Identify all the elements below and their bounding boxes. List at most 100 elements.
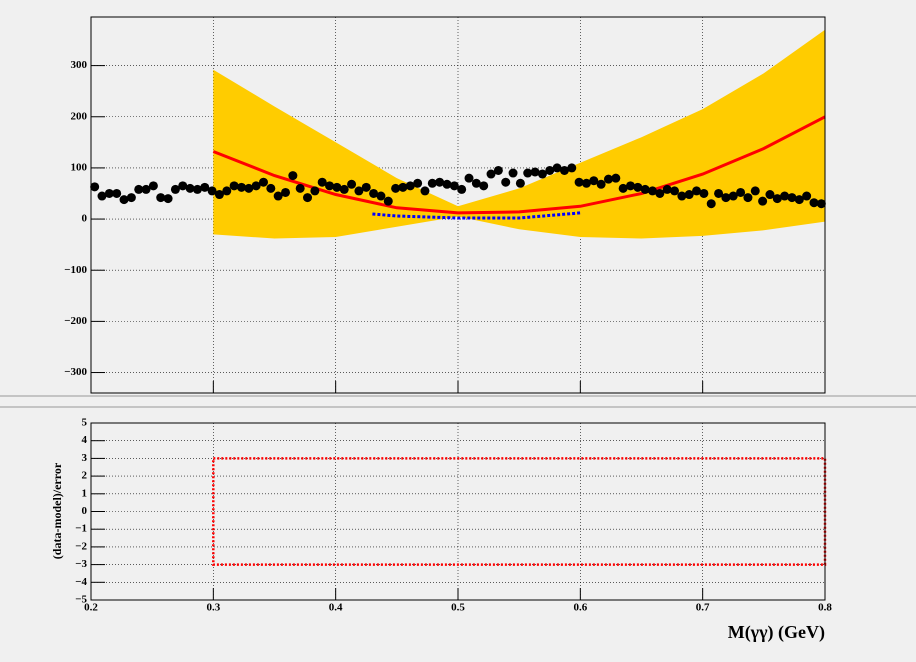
data-point (780, 191, 790, 201)
data-point (119, 195, 129, 205)
x-tick-label: 0.3 (206, 602, 220, 614)
data-point (530, 167, 540, 177)
data-point (163, 194, 173, 204)
data-point (398, 182, 408, 192)
data-point (648, 186, 658, 196)
y-tick-label: −4 (75, 576, 87, 588)
data-point (501, 177, 511, 187)
data-point (442, 179, 452, 189)
data-point (156, 193, 166, 203)
data-point (229, 181, 239, 191)
data-point (545, 165, 555, 175)
y-tick-label: 200 (71, 110, 88, 122)
x-tick-label: 0.6 (573, 602, 587, 614)
data-point (148, 181, 158, 191)
data-point (684, 190, 694, 200)
data-point (244, 183, 254, 193)
data-point (471, 178, 481, 188)
y-tick-label: 5 (82, 417, 88, 429)
data-point (728, 191, 738, 201)
data-point (266, 183, 276, 193)
data-point (427, 178, 437, 188)
data-point (295, 183, 305, 193)
data-point (772, 194, 782, 204)
data-point (347, 179, 357, 189)
data-point (479, 181, 489, 191)
data-point (655, 188, 665, 198)
data-point (376, 191, 386, 201)
x-tick-label: 0.7 (696, 602, 710, 614)
y-axis-label: (data-model)/error (50, 462, 64, 559)
data-point (413, 178, 423, 188)
x-tick-label: 0.2 (84, 602, 98, 614)
data-point (303, 193, 313, 203)
data-point (794, 195, 804, 205)
data-point (288, 171, 298, 181)
x-tick-label: 0.4 (329, 602, 343, 614)
data-point (508, 168, 518, 178)
y-tick-label: −200 (64, 315, 87, 327)
data-point (251, 181, 261, 191)
data-point (405, 181, 415, 191)
data-point (420, 186, 430, 196)
data-point (640, 184, 650, 194)
data-point (692, 186, 702, 196)
y-tick-label: −300 (64, 366, 87, 378)
y-tick-label: 100 (71, 161, 88, 173)
data-point (714, 188, 724, 198)
data-point (383, 196, 393, 206)
data-point (706, 199, 716, 209)
data-point (310, 186, 320, 196)
data-point (104, 188, 114, 198)
data-point (802, 191, 812, 201)
data-point (662, 184, 672, 194)
data-point (515, 178, 525, 188)
data-point (581, 178, 591, 188)
fit-curve (372, 211, 581, 220)
data-point (317, 177, 327, 187)
data-point (435, 177, 445, 187)
data-point (699, 188, 709, 198)
data-point (207, 186, 217, 196)
y-tick-label: −100 (64, 264, 87, 276)
data-point (618, 183, 628, 193)
y-tick-label: −2 (75, 540, 87, 552)
data-point (486, 169, 496, 179)
y-tick-label: −3 (75, 558, 87, 570)
data-point (670, 186, 680, 196)
data-point (552, 163, 562, 173)
data-point (625, 181, 635, 191)
data-point (750, 186, 760, 196)
data-point (596, 179, 606, 189)
frame-border (90, 422, 826, 601)
data-point (589, 176, 599, 186)
data-point (141, 184, 151, 194)
data-point (236, 182, 246, 192)
data-point (457, 184, 467, 194)
y-tick-label: 3 (82, 452, 88, 464)
data-point (633, 182, 643, 192)
data-point (493, 165, 503, 175)
data-point (736, 187, 746, 197)
data-point (809, 198, 819, 208)
y-tick-label: 2 (82, 470, 88, 482)
data-point (765, 190, 775, 200)
data-point (574, 177, 584, 187)
data-point (758, 196, 768, 206)
data-point (214, 190, 224, 200)
data-point (721, 193, 731, 203)
y-tick-label: −1 (75, 523, 87, 535)
data-point (816, 199, 826, 209)
data-point (90, 182, 100, 192)
data-point (677, 191, 687, 201)
data-point (185, 183, 195, 193)
data-point (391, 183, 401, 193)
y-tick-label: 300 (71, 59, 88, 71)
data-point (464, 173, 474, 183)
data-point (281, 187, 291, 197)
x-tick-label: 0.5 (451, 602, 465, 614)
data-point (339, 184, 349, 194)
data-point (97, 191, 107, 201)
frame-border (90, 16, 826, 394)
